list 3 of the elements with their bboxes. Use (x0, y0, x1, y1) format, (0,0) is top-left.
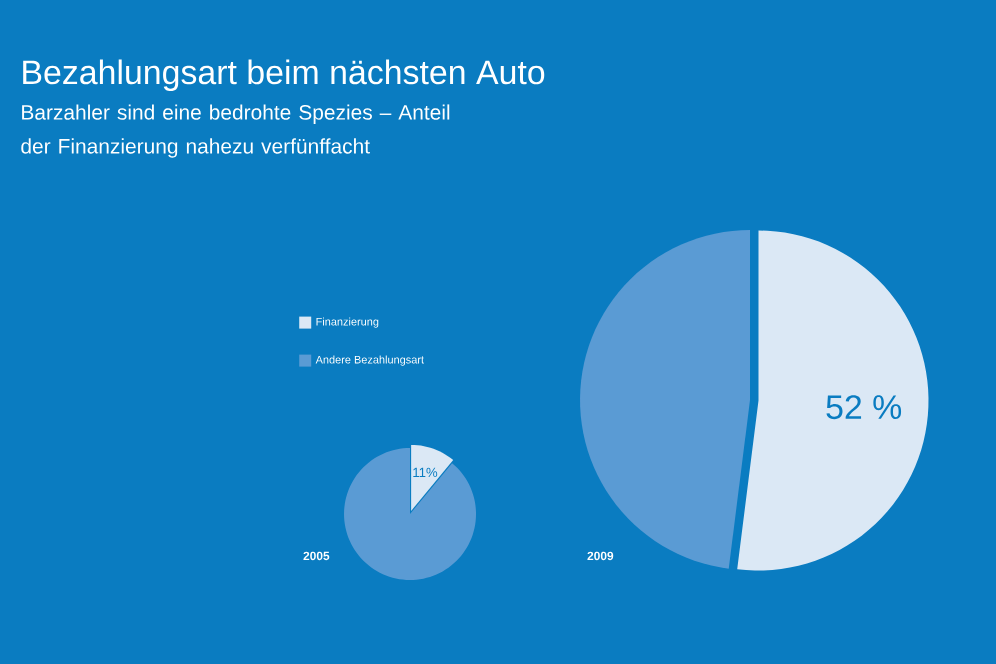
chart-title: Bezahlungsart beim nächsten Auto (23, 59, 545, 92)
data-label: 52 % (826, 395, 902, 420)
chart-subtitle: Barzahler sind eine bedrohte Spezies – Anteil der Finanzierung nahezu verfünffacht (21, 104, 450, 158)
